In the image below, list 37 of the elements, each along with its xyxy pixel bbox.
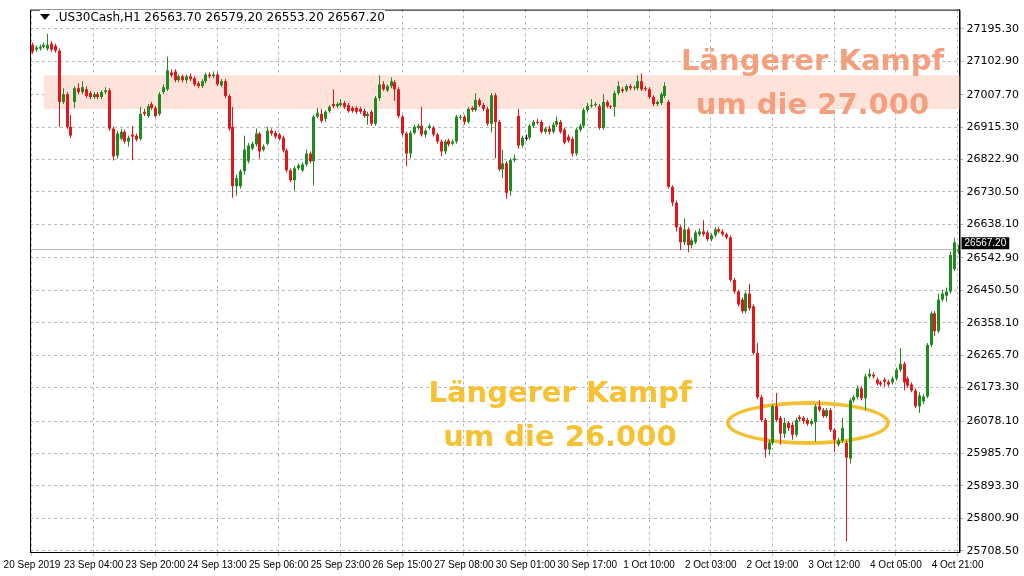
y-tick-label: 27195.30 xyxy=(966,21,1020,35)
y-tick-label: 27102.90 xyxy=(966,54,1020,68)
x-tick-label: 23 Sep 04:00 xyxy=(63,558,124,570)
ref-line-label: 26567.20 xyxy=(964,237,1007,249)
annotation: Längerer Kampf um die 27.000 xyxy=(679,42,946,123)
y-tick-label: 26542.90 xyxy=(966,250,1020,264)
x-tick-label: 30 Sep 17:00 xyxy=(557,558,618,570)
x-tick-label: 20 Sep 2019 xyxy=(3,558,61,570)
x-tick-label: 2 Oct 03:00 xyxy=(684,558,738,570)
y-tick-label: 25985.70 xyxy=(966,446,1020,460)
y-tick-label: 26638.10 xyxy=(966,217,1020,231)
x-tick-label: 1 Oct 10:00 xyxy=(623,558,676,570)
x-tick-label: 26 Sep 15:00 xyxy=(372,558,433,570)
x-tick-label: 2 Oct 19:00 xyxy=(746,558,799,570)
x-tick-label: 30 Sep 01:00 xyxy=(495,558,556,570)
x-tick-label: 25 Sep 06:00 xyxy=(249,558,309,570)
y-tick-label: 26173.30 xyxy=(966,380,1020,394)
chart-title: .US30Cash,H1 26563.70 26579.20 26553.20 26567.20 xyxy=(55,10,385,24)
y-tick-label: 25893.30 xyxy=(966,478,1020,492)
x-tick-label: 27 Sep 08:00 xyxy=(434,558,495,570)
y-tick-label: 26358.10 xyxy=(966,315,1020,329)
x-tick-label: 24 Sep 13:00 xyxy=(187,558,248,570)
y-tick-label: 26078.10 xyxy=(966,413,1020,427)
y-tick-label: 26730.50 xyxy=(966,184,1020,198)
x-tick-label: 25 Sep 23:00 xyxy=(310,558,371,570)
annotation: Längerer Kampf um die 26.000 xyxy=(427,374,693,455)
y-tick-label: 26265.70 xyxy=(966,348,1020,362)
x-tick-label: 23 Sep 20:00 xyxy=(125,558,186,570)
x-tick-label: 4 Oct 05:00 xyxy=(870,558,923,570)
y-tick-label: 25708.50 xyxy=(966,543,1020,557)
y-tick-label: 26450.50 xyxy=(966,283,1020,297)
y-tick-label: 27007.70 xyxy=(966,87,1020,101)
x-tick-label: 4 Oct 21:00 xyxy=(931,558,984,570)
y-tick-label: 25800.90 xyxy=(966,511,1020,525)
y-tick-label: 26915.30 xyxy=(966,119,1020,133)
x-tick-label: 3 Oct 12:00 xyxy=(808,558,861,570)
y-tick-label: 26822.90 xyxy=(966,152,1020,166)
